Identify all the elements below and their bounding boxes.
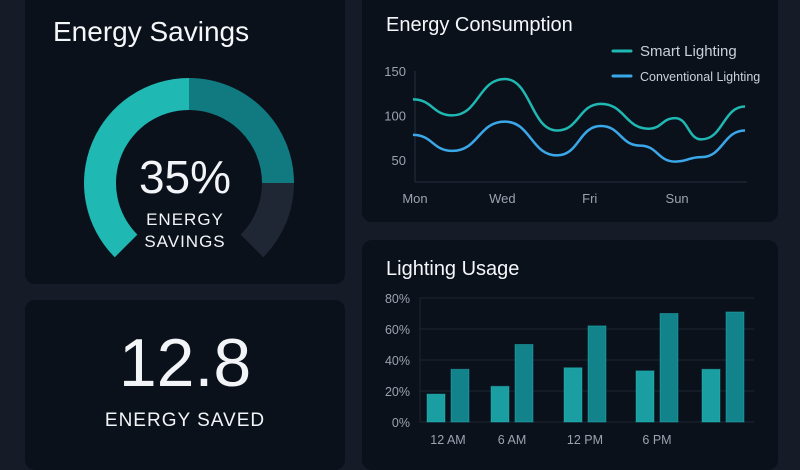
x-tick-label: 12 AM — [430, 433, 465, 447]
bar — [426, 393, 446, 423]
y-tick-label: 40% — [385, 354, 410, 368]
y-tick-label: 50 — [392, 153, 406, 168]
y-tick-label: 0% — [392, 416, 410, 430]
energy-consumption-title: Energy Consumption — [386, 14, 573, 36]
energy-saved-label: ENERGY SAVED — [104, 410, 266, 431]
energy-consumption-card: Energy Consumption 50 100 150 Mon Wed Fri Sun S… — [362, 0, 778, 222]
x-tick-label: Sun — [666, 191, 689, 206]
lighting-usage-card: Lighting Usage 0% 20% 40% 60% 80% 12 AM 6 AM 12… — [362, 240, 778, 470]
y-tick-label: 150 — [384, 64, 406, 79]
bar — [725, 311, 745, 423]
bar — [450, 368, 470, 423]
gauge-segment-savings — [84, 78, 189, 258]
legend-label: Conventional Lighting — [640, 70, 760, 84]
x-tick-label: Wed — [489, 191, 516, 206]
x-tick-label: Mon — [402, 191, 427, 206]
savings-label-line2: SAVINGS — [144, 232, 226, 251]
energy-saved-card: 12.8 ENERGY SAVED — [25, 300, 345, 470]
savings-label-line1: ENERGY — [146, 210, 224, 229]
x-tick-label: 6 AM — [498, 433, 527, 447]
legend-label: Smart Lighting — [640, 43, 737, 60]
bar — [659, 313, 679, 423]
lighting-usage-title: Lighting Usage — [386, 258, 520, 280]
x-tick-label: Fri — [582, 191, 597, 206]
series-line-conventional — [412, 120, 746, 163]
gauge-segment-secondary — [189, 78, 294, 183]
bar — [587, 325, 607, 423]
x-tick-label: 12 PM — [567, 433, 603, 447]
savings-gauge — [84, 78, 294, 258]
bar — [701, 368, 721, 423]
bar — [490, 385, 510, 423]
energy-savings-card: Energy Savings 35% ENERGY SAVINGS — [25, 0, 345, 284]
y-tick-label: 20% — [385, 385, 410, 399]
bar — [563, 367, 583, 423]
savings-percent: 35% — [138, 151, 232, 203]
y-tick-label: 100 — [384, 108, 406, 123]
x-tick-label: 6 PM — [642, 433, 671, 447]
y-tick-label: 80% — [385, 292, 410, 306]
series-line-smart — [412, 77, 746, 141]
gauge-segment-track — [240, 183, 294, 258]
lighting-usage-chart: 0% 20% 40% 60% 80% 12 AM 6 AM 12 PM 6 PM — [385, 292, 754, 447]
bar — [514, 344, 534, 423]
energy-savings-title: Energy Savings — [53, 16, 250, 47]
bar — [635, 370, 655, 423]
energy-consumption-chart: 50 100 150 Mon Wed Fri Sun Smart Lighting Conven… — [384, 43, 760, 206]
energy-saved-value: 12.8 — [118, 325, 252, 401]
y-tick-label: 60% — [385, 323, 410, 337]
